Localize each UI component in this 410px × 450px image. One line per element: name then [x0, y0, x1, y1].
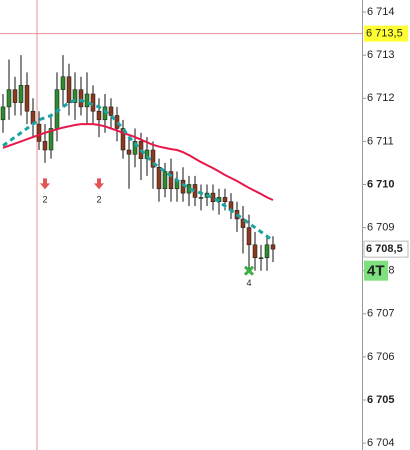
candle-body: [12, 89, 18, 103]
candle-body: [60, 76, 66, 90]
candle-body: [6, 89, 12, 108]
y-tick-label: 6 711: [367, 135, 394, 147]
sell-arrow: [40, 178, 50, 190]
y-tick-label: 6 704: [367, 437, 395, 449]
candle-body: [156, 166, 162, 190]
candle-body: [264, 244, 270, 259]
y-tick-label: 6 706: [367, 351, 395, 363]
candle-body: [24, 85, 30, 112]
candle-body: [120, 128, 126, 151]
candle-body: [84, 93, 90, 108]
candle-body: [42, 141, 48, 151]
candle-body: [96, 110, 102, 121]
candle-body: [258, 257, 264, 260]
candle-body: [198, 197, 204, 199]
candle-body: [90, 93, 96, 112]
candle-body: [240, 218, 246, 228]
candle-body: [270, 244, 276, 250]
candle-body: [210, 192, 216, 202]
marker-label: 4: [246, 278, 251, 288]
y-tick-label: 6 705: [367, 394, 395, 406]
candle-body: [132, 141, 138, 155]
indicator-line: [2, 98, 274, 242]
y-tick-label: 6 707: [367, 308, 395, 320]
marker-label: 2: [96, 195, 101, 205]
tag-box: [364, 260, 388, 281]
candle-body: [168, 171, 174, 190]
exit-cross: [243, 265, 255, 276]
last-price-box: [363, 240, 409, 258]
last-price-label: 6 708,5: [366, 243, 403, 255]
y-tick-label: 6 709: [367, 221, 395, 233]
candle-body: [18, 85, 24, 103]
candle-body: [108, 106, 114, 116]
y-tick-label: 6 714: [367, 6, 395, 18]
candle-body: [66, 76, 72, 103]
candle-body: [162, 171, 168, 190]
crosshair-price-box: [364, 25, 408, 42]
candle-body: [48, 128, 54, 151]
y-tick-label: 6 712: [367, 92, 395, 104]
candle-body: [72, 89, 78, 103]
marker-label: 2: [42, 195, 47, 205]
candle-body: [78, 89, 84, 108]
indicator-line: [2, 123, 274, 201]
candle-body: [246, 227, 252, 246]
candle-body: [126, 149, 132, 155]
sell-arrow: [94, 178, 104, 190]
candle-body: [252, 244, 258, 259]
crosshair-price-label: 6 713,5: [366, 28, 403, 40]
candle-body: [222, 197, 228, 202]
y-tick-label: 6 710: [367, 178, 395, 190]
y-tick-label: 6 713: [367, 49, 395, 61]
candle-body: [0, 106, 6, 121]
candle-body: [36, 123, 42, 142]
tag-label: 4T: [367, 263, 385, 280]
